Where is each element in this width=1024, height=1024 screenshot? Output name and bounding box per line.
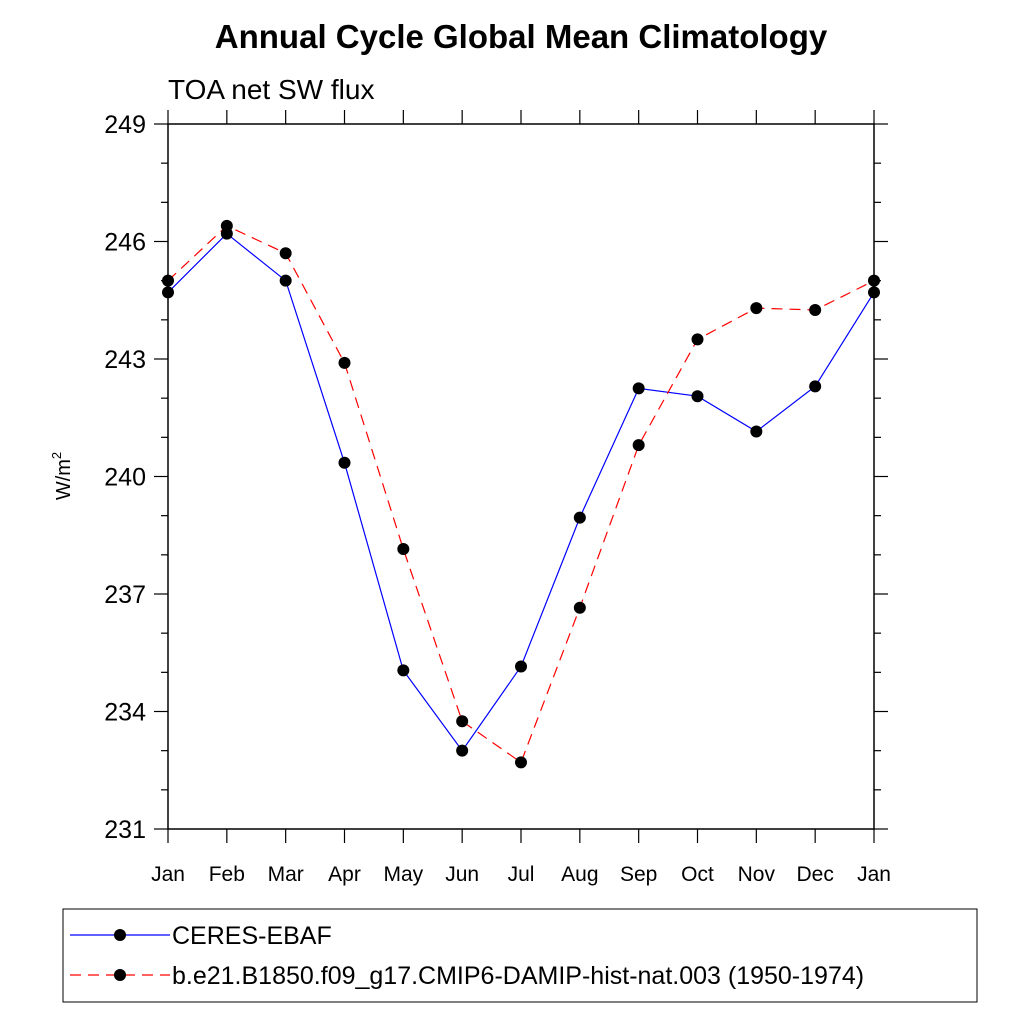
- series-1-point: [279, 247, 292, 260]
- x-tick-label: Jun: [445, 863, 479, 886]
- x-tick-label: Oct: [681, 863, 714, 886]
- series-1-point: [809, 304, 822, 317]
- x-tick-label: Nov: [738, 863, 776, 886]
- y-axis-label: W/m2: [49, 452, 75, 500]
- plot-frame: [167, 123, 875, 830]
- x-tick-label: Aug: [561, 863, 598, 886]
- legend: CERES-EBAF b.e21.B1850.f09_g17.CMIP6-DAM…: [62, 908, 978, 1003]
- legend-label-model: b.e21.B1850.f09_g17.CMIP6-DAMIP-hist-nat…: [172, 962, 864, 990]
- x-tick-label: Feb: [209, 863, 245, 886]
- y-tick-labels: 249 246 243 240 237 234 231: [104, 111, 146, 844]
- y-tick-label: 231: [104, 816, 146, 844]
- series-0-point: [515, 660, 527, 673]
- series-1-point: [456, 715, 469, 728]
- y-axis-label-text: W/m: [53, 459, 75, 500]
- legend-marker-model: [114, 969, 126, 981]
- y-tick-label: 243: [104, 346, 146, 374]
- x-tick-label: Mar: [268, 863, 304, 886]
- series-1-point: [750, 302, 763, 315]
- chart-subtitle: TOA net SW flux: [168, 74, 374, 105]
- series-1-point: [397, 542, 410, 555]
- x-tick-label: Apr: [328, 863, 361, 886]
- y-tick-label: 240: [104, 464, 146, 492]
- series-0-point: [632, 382, 645, 395]
- series-0-point: [750, 425, 763, 438]
- series-0-point: [338, 456, 351, 469]
- series-line-0: [167, 232, 875, 752]
- y-axis-label-superscript: 2: [49, 452, 64, 459]
- series-0-point: [691, 390, 704, 403]
- y-tick-label: 237: [104, 581, 146, 609]
- x-tick-label: Dec: [796, 863, 833, 886]
- x-tick-label: Jul: [508, 863, 535, 886]
- svg-text:W/m2: W/m2: [49, 452, 75, 500]
- x-tick-label: Jan: [857, 863, 891, 886]
- series-1-point: [515, 756, 527, 769]
- legend-box: [62, 908, 978, 1003]
- series-0-point: [279, 274, 292, 287]
- series-line-1: [167, 225, 875, 764]
- y-tick-label: 234: [104, 699, 146, 727]
- series-0-point: [573, 511, 586, 524]
- x-tick-label: Sep: [620, 863, 657, 886]
- series-layer: [162, 219, 880, 769]
- series-1-point: [220, 219, 233, 232]
- y-tick-label: 246: [104, 229, 146, 257]
- series-1-point: [632, 439, 645, 452]
- series-1-point: [338, 356, 351, 369]
- series-1-point: [573, 601, 586, 614]
- legend-label-ceres: CERES-EBAF: [172, 922, 332, 950]
- x-tick-label: May: [383, 863, 423, 886]
- series-0-point: [809, 380, 822, 393]
- x-tick-label: Jan: [151, 863, 185, 886]
- chart-title: Annual Cycle Global Mean Climatology: [215, 18, 828, 55]
- legend-marker-ceres: [114, 929, 126, 941]
- series-0-point: [397, 664, 410, 677]
- series-0-point: [456, 744, 469, 757]
- y-tick-label: 249: [104, 111, 146, 139]
- series-1-point: [691, 333, 704, 346]
- axis-ticks: [154, 110, 888, 843]
- x-tick-labels: Jan Feb Mar Apr May Jun Jul Aug Sep Oct Nov Dec Jan: [151, 863, 891, 886]
